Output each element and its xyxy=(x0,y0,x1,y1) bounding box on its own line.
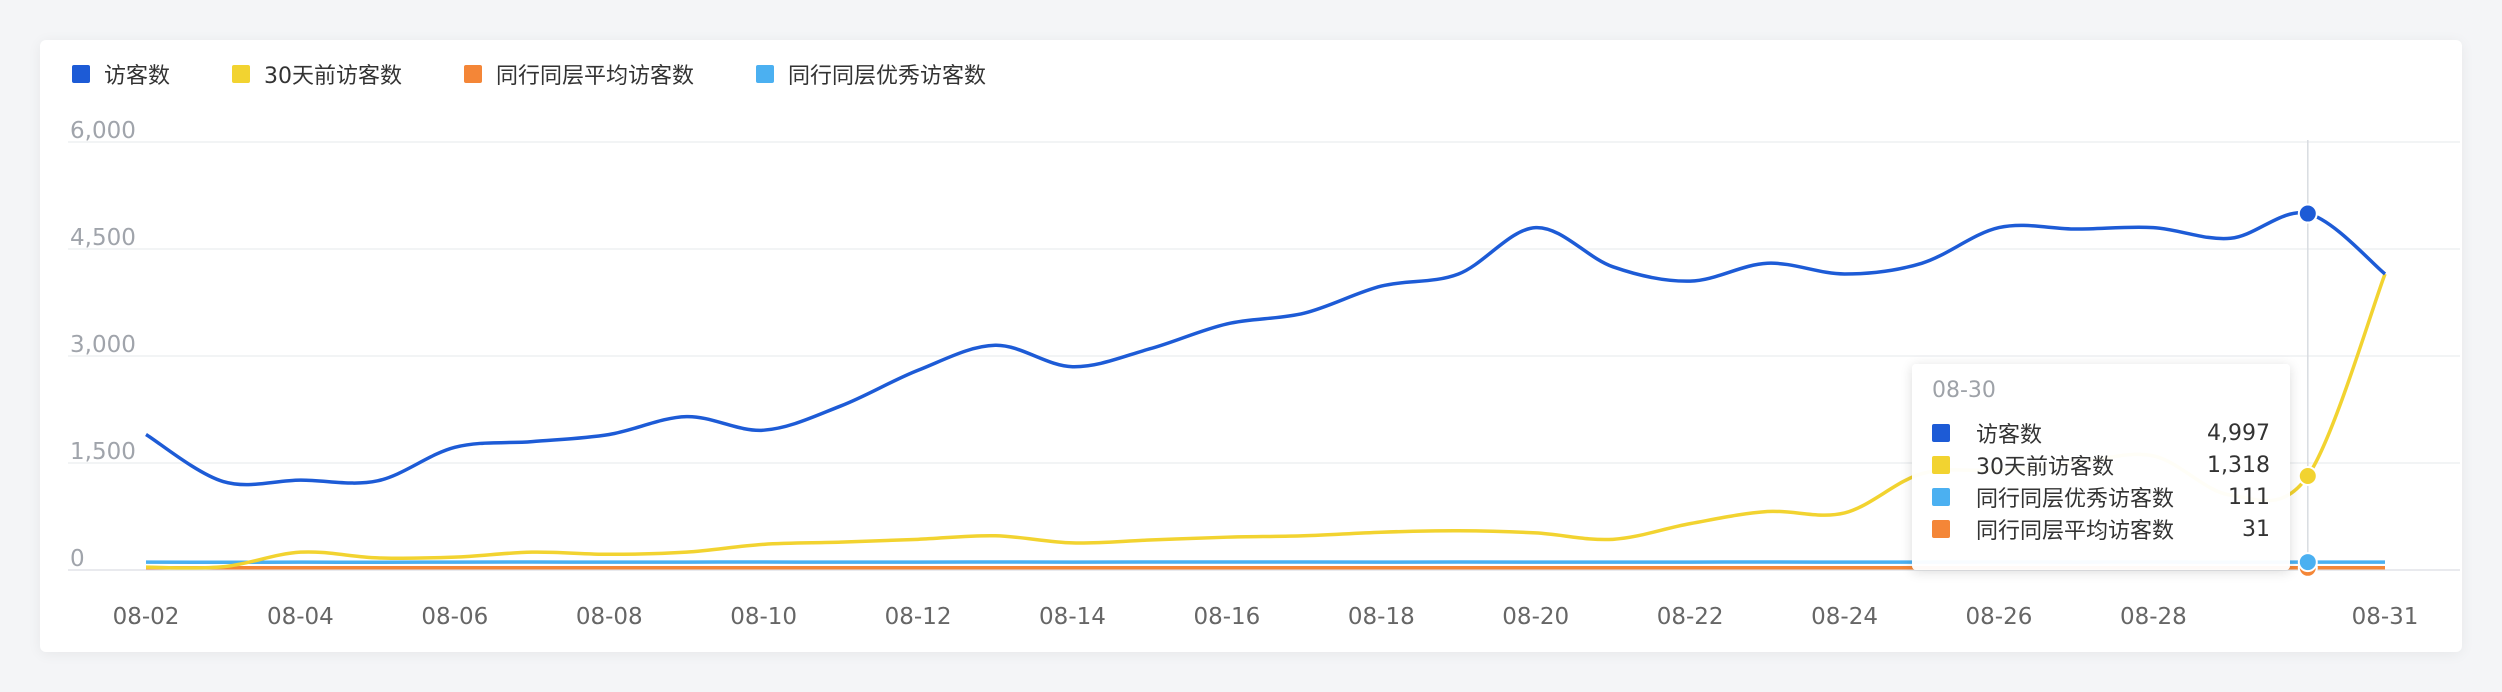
x-tick-label: 08-02 xyxy=(113,604,180,630)
x-tick-label: 08-16 xyxy=(1193,604,1260,630)
x-tick-label: 08-08 xyxy=(576,604,643,630)
legend-item-visitors[interactable]: 访客数 xyxy=(72,58,170,90)
legend-item-peer-average[interactable]: 同行同层平均访客数 xyxy=(464,58,694,90)
hover-tooltip: 08-30 访客数 4,997 30天前访客数 1,318 同行同层优秀访客数 … xyxy=(1912,364,2290,570)
tooltip-series-value: 1,318 xyxy=(2207,452,2270,478)
y-tick-label: 0 xyxy=(70,546,85,572)
hover-marker-visitors xyxy=(2297,203,2318,224)
chart-legend: 访客数 30天前访客数 同行同层平均访客数 同行同层优秀访客数 xyxy=(72,58,1048,90)
tooltip-series-name: 同行同层平均访客数 xyxy=(1976,519,2175,544)
tooltip-series-value: 4,997 xyxy=(2207,420,2270,446)
y-tick-label: 1,500 xyxy=(70,439,136,465)
y-tick-label: 3,000 xyxy=(70,332,136,358)
x-tick-label: 08-12 xyxy=(885,604,952,630)
tooltip-row: 同行同层优秀访客数 111 xyxy=(1932,481,2270,513)
legend-label-peer-average: 同行同层平均访客数 xyxy=(496,64,695,89)
tooltip-series-value: 31 xyxy=(2242,516,2270,542)
legend-label-peer-excellent: 同行同层优秀访客数 xyxy=(788,64,987,89)
series-line-visitors xyxy=(145,210,2387,487)
tooltip-swatch xyxy=(1932,520,1950,538)
legend-swatch-peer-excellent xyxy=(756,65,775,83)
x-tick-label: 08-10 xyxy=(730,604,797,630)
tooltip-series-value: 111 xyxy=(2228,484,2270,510)
x-tick-label: 08-31 xyxy=(2352,604,2419,630)
x-tick-label: 08-20 xyxy=(1502,604,1569,630)
x-tick-label: 08-28 xyxy=(2120,604,2187,630)
tooltip-row: 30天前访客数 1,318 xyxy=(1932,449,2270,481)
legend-swatch-peer-average xyxy=(464,65,483,83)
hover-marker-peer-excellent xyxy=(2297,552,2318,573)
legend-item-visitors-30d-ago[interactable]: 30天前访客数 xyxy=(232,58,402,90)
legend-item-peer-excellent[interactable]: 同行同层优秀访客数 xyxy=(756,58,986,90)
tooltip-series-name: 30天前访客数 xyxy=(1976,455,2114,480)
tooltip-date: 08-30 xyxy=(1932,378,1996,403)
y-tick-label: 6,000 xyxy=(70,118,136,144)
tooltip-swatch xyxy=(1932,424,1950,442)
legend-swatch-visitors xyxy=(72,65,90,83)
legend-label-visitors-30d-ago: 30天前访客数 xyxy=(264,64,403,89)
x-tick-label: 08-26 xyxy=(1966,604,2033,630)
hover-marker-visitors-30d-ago xyxy=(2297,465,2318,486)
legend-label-visitors: 访客数 xyxy=(104,64,171,89)
x-tick-label: 08-04 xyxy=(267,604,334,630)
tooltip-swatch xyxy=(1932,456,1950,474)
x-tick-label: 08-18 xyxy=(1348,604,1415,630)
legend-swatch-visitors-30d-ago xyxy=(232,65,251,83)
x-tick-label: 08-22 xyxy=(1657,604,1724,630)
tooltip-series-name: 访客数 xyxy=(1976,423,2043,448)
tooltip-series-name: 同行同层优秀访客数 xyxy=(1976,487,2175,512)
y-tick-label: 4,500 xyxy=(70,225,136,251)
tooltip-row: 访客数 4,997 xyxy=(1932,417,2270,449)
tooltip-row: 同行同层平均访客数 31 xyxy=(1932,513,2270,545)
x-tick-label: 08-14 xyxy=(1039,604,1106,630)
x-tick-label: 08-24 xyxy=(1811,604,1878,630)
x-tick-label: 08-06 xyxy=(421,604,488,630)
tooltip-swatch xyxy=(1932,488,1950,506)
